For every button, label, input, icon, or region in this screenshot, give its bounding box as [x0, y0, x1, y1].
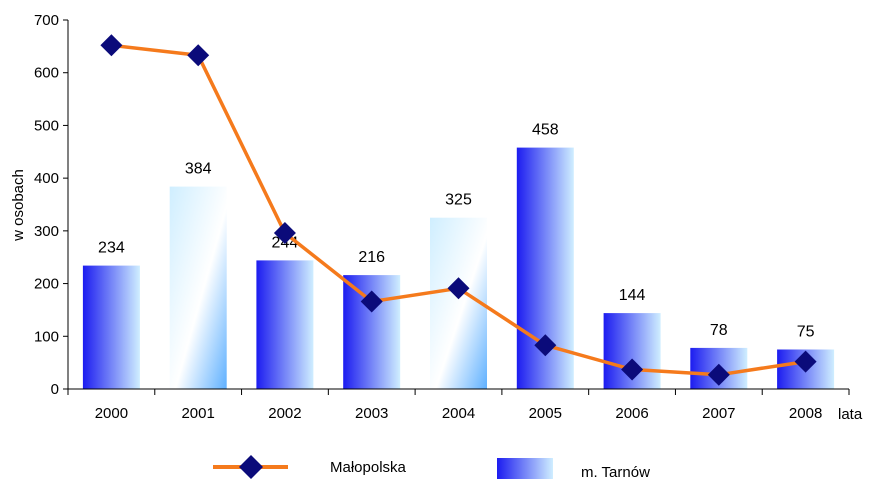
bar-label-2001: 384 — [185, 161, 212, 178]
bar-2002 — [256, 260, 314, 389]
legend-marker-swatch — [239, 455, 263, 479]
y-axis-title: w osobach — [10, 169, 27, 242]
line-marker-2001 — [187, 44, 210, 67]
bar-label-2003: 216 — [358, 249, 385, 266]
legend: Małopolska m. Tarnów — [213, 455, 650, 479]
line-marker-2002 — [273, 222, 296, 244]
line-series — [100, 34, 817, 386]
line-marker-2003 — [360, 290, 383, 313]
x-tick-label-2007: 2007 — [702, 405, 735, 422]
y-tick-label-400: 400 — [34, 170, 59, 187]
legend-bar-swatch — [497, 458, 553, 479]
bar-label-2006: 144 — [619, 287, 646, 304]
bar-label-2000: 234 — [98, 240, 125, 257]
line-marker-2004 — [447, 277, 470, 300]
line-marker-2008 — [794, 350, 817, 373]
line-marker-2007 — [707, 363, 730, 386]
y-tick-label-600: 600 — [34, 65, 59, 82]
x-tick-label-2006: 2006 — [615, 405, 648, 422]
x-tick-label-2005: 2005 — [529, 405, 562, 422]
x-axis-title: lata — [838, 406, 863, 423]
x-tick-label-2008: 2008 — [789, 405, 822, 422]
bar-label-2008: 75 — [797, 324, 815, 341]
y-tick-label-100: 100 — [34, 328, 59, 345]
x-tick-label-2002: 2002 — [268, 405, 301, 422]
legend-label-tarnow: m. Tarnów — [581, 464, 650, 479]
y-tick-label-0: 0 — [51, 381, 59, 398]
y-tick-label-200: 200 — [34, 276, 59, 293]
y-tick-label-500: 500 — [34, 117, 59, 134]
line-marker-2005 — [534, 334, 557, 357]
bar-2004 — [430, 217, 487, 389]
x-tick-label-2000: 2000 — [95, 405, 128, 422]
line-marker-2006 — [621, 358, 644, 381]
bar-series — [82, 147, 835, 389]
bar-2000 — [82, 265, 140, 389]
bar-label-2004: 325 — [445, 192, 472, 209]
bar-data-labels: 2343842442163254581447875 — [98, 122, 815, 341]
x-tick-label-2004: 2004 — [442, 405, 475, 422]
legend-label-malopolska: Małopolska — [330, 459, 407, 476]
bar-label-2005: 458 — [532, 122, 559, 139]
x-tick-label-2003: 2003 — [355, 405, 388, 422]
y-tick-label-700: 700 — [34, 12, 59, 29]
line-marker-2000 — [100, 34, 123, 57]
bar-2001 — [169, 186, 227, 389]
bar-label-2007: 78 — [710, 322, 728, 339]
x-tick-label-2001: 2001 — [181, 405, 214, 422]
axes: 0 100 200 300 400 500 600 700 2000 2001 2002 2003 20… — [10, 12, 863, 423]
y-tick-label-300: 300 — [34, 223, 59, 240]
